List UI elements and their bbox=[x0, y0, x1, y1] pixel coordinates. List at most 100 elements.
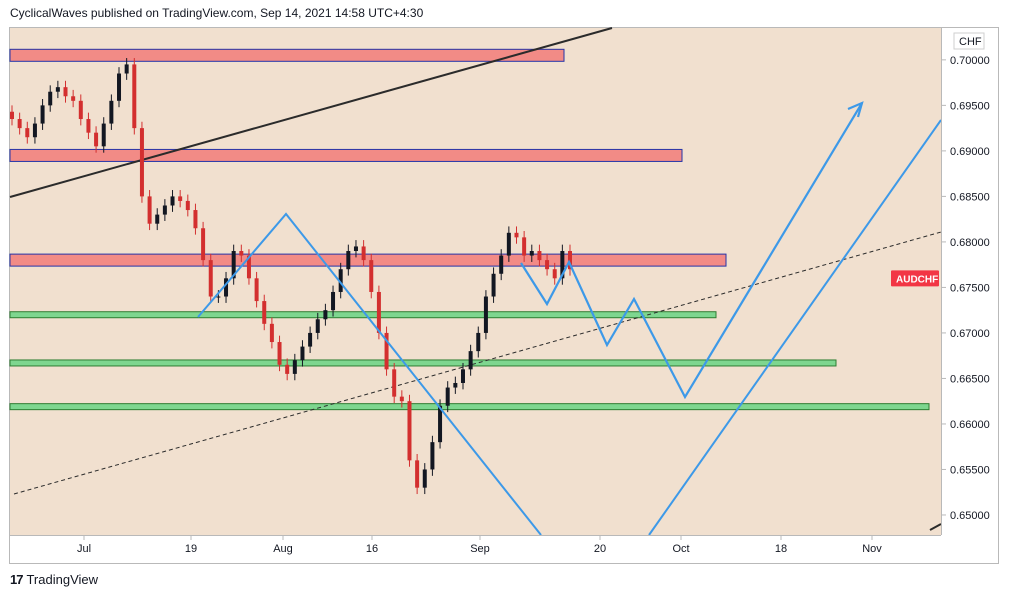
currency-label-text: CHF bbox=[959, 36, 982, 48]
past-wave-path bbox=[197, 212, 542, 536]
y-tick-label-10: 0.65000 bbox=[950, 510, 990, 522]
candle-body-11 bbox=[94, 132, 99, 147]
candle-body-14 bbox=[117, 73, 122, 101]
x-tick-label-1: 19 bbox=[185, 543, 197, 555]
y-tick-label-2: 0.69000 bbox=[950, 146, 990, 158]
candle-body-61 bbox=[476, 332, 481, 352]
projected-wave-path bbox=[520, 102, 863, 400]
candle-body-7 bbox=[63, 87, 68, 97]
candle-body-24 bbox=[193, 210, 198, 229]
candle-body-26 bbox=[208, 260, 213, 297]
candle-body-16 bbox=[132, 64, 137, 129]
candle-body-68 bbox=[529, 251, 534, 256]
resistance-zone-1 bbox=[9, 148, 683, 162]
candle-body-38 bbox=[300, 346, 305, 361]
candle-body-43 bbox=[338, 269, 343, 292]
x-tick-label-0: Jul bbox=[77, 543, 91, 555]
candle-body-59 bbox=[460, 369, 465, 383]
candle-body-41 bbox=[323, 310, 328, 320]
y-tick-label-3: 0.68500 bbox=[950, 191, 990, 203]
lower-trendline-fragment bbox=[929, 523, 942, 531]
candle-body-3 bbox=[32, 123, 37, 138]
candle-body-13 bbox=[109, 100, 114, 124]
candle-body-37 bbox=[292, 360, 297, 374]
candle-body-2 bbox=[25, 128, 30, 138]
support-zone-1 bbox=[9, 359, 837, 367]
candle-body-5 bbox=[48, 91, 53, 106]
x-tick-label-3: 16 bbox=[366, 543, 378, 555]
channel-line bbox=[648, 119, 942, 536]
symbol-price-label: AUDCHF bbox=[891, 270, 939, 287]
price-axis: 0.70000 0.69500 0.69000 0.68500 0.68000 0.675… bbox=[941, 55, 990, 522]
publish-header: CyclicalWaves published on TradingView.c… bbox=[10, 6, 424, 20]
candle-body-63 bbox=[491, 273, 496, 297]
candle-body-42 bbox=[331, 291, 336, 311]
symbol-price-label-text: AUDCHF bbox=[896, 274, 938, 285]
candle-body-55 bbox=[430, 442, 435, 470]
footer-brand: TradingView bbox=[26, 572, 99, 587]
tradingview-logo-icon: 17 bbox=[10, 572, 24, 587]
y-tick-label-7: 0.66500 bbox=[950, 373, 990, 385]
y-tick-label-0: 0.70000 bbox=[950, 55, 990, 67]
upper-trendline bbox=[9, 27, 613, 198]
candle-body-53 bbox=[415, 460, 420, 488]
x-tick-label-5: 20 bbox=[594, 543, 606, 555]
candle-body-57 bbox=[445, 387, 450, 406]
candle-body-66 bbox=[514, 232, 519, 238]
candle-body-30 bbox=[239, 251, 244, 256]
candle-body-45 bbox=[353, 246, 358, 252]
candle-body-23 bbox=[185, 200, 190, 211]
candle-body-58 bbox=[453, 382, 458, 388]
candle-body-9 bbox=[78, 100, 83, 120]
candle-body-65 bbox=[506, 232, 511, 256]
candle-body-73 bbox=[568, 251, 572, 270]
x-tick-label-2: Aug bbox=[273, 543, 293, 555]
candle-body-44 bbox=[346, 251, 351, 270]
footer: 17 TradingView bbox=[10, 572, 98, 587]
candle-body-56 bbox=[438, 405, 443, 443]
candle-body-28 bbox=[224, 278, 229, 297]
candle-body-62 bbox=[483, 296, 488, 333]
candles-layer bbox=[10, 58, 572, 495]
candle-body-35 bbox=[277, 342, 282, 365]
y-tick-label-6: 0.67000 bbox=[950, 328, 990, 340]
x-tick-label-7: 18 bbox=[775, 543, 787, 555]
candle-body-36 bbox=[285, 364, 290, 374]
candle-body-51 bbox=[399, 396, 404, 402]
candle-body-60 bbox=[468, 351, 473, 370]
candle-body-25 bbox=[201, 228, 206, 261]
candle-body-10 bbox=[86, 119, 91, 133]
y-tick-label-8: 0.66000 bbox=[950, 419, 990, 431]
candle-body-47 bbox=[369, 260, 374, 292]
candle-body-54 bbox=[422, 469, 427, 488]
candle-body-4 bbox=[40, 105, 45, 124]
support-zone-2 bbox=[9, 403, 930, 411]
resistance-zone-0 bbox=[9, 48, 565, 62]
candle-body-46 bbox=[361, 246, 366, 261]
candle-body-1 bbox=[17, 119, 22, 129]
y-tick-label-1: 0.69500 bbox=[950, 100, 990, 112]
candle-body-70 bbox=[545, 260, 550, 270]
y-tick-label-5: 0.67500 bbox=[950, 282, 990, 294]
candle-body-69 bbox=[537, 251, 542, 261]
candle-body-17 bbox=[139, 128, 144, 197]
projection-layer bbox=[197, 101, 942, 536]
y-tick-label-4: 0.68000 bbox=[950, 237, 990, 249]
y-tick-label-9: 0.65500 bbox=[950, 464, 990, 476]
projection-arrowhead bbox=[847, 101, 864, 118]
candle-body-67 bbox=[522, 237, 527, 256]
candle-body-22 bbox=[178, 196, 183, 201]
x-tick-label-4: Sep bbox=[470, 543, 490, 555]
time-axis: Jul 19 Aug 16 Sep 20 Oct 18 Nov bbox=[77, 535, 882, 555]
candle-body-27 bbox=[216, 296, 221, 298]
candle-body-34 bbox=[269, 323, 274, 343]
candle-body-15 bbox=[124, 64, 129, 74]
candle-body-6 bbox=[55, 87, 60, 92]
candle-body-32 bbox=[254, 278, 259, 302]
candle-body-50 bbox=[392, 369, 397, 397]
candle-body-33 bbox=[262, 301, 267, 324]
candle-body-20 bbox=[162, 205, 167, 215]
drawings-layer bbox=[9, 27, 942, 531]
candle-body-29 bbox=[231, 251, 236, 279]
